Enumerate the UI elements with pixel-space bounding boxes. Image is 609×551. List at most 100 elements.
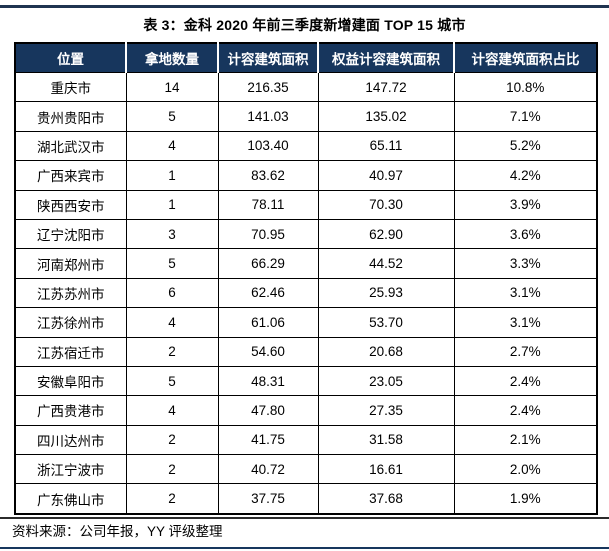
value-cell: 5.2% (453, 130, 598, 162)
value-cell: 62.46 (217, 277, 319, 309)
value-cell: 78.11 (217, 189, 319, 220)
value-cell: 3 (125, 218, 219, 250)
value-cell: 66.29 (217, 248, 319, 279)
value-cell: 3.1% (453, 277, 598, 309)
value-cell: 216.35 (217, 71, 319, 103)
value-cell: 70.30 (317, 189, 455, 220)
column-header-location: 位置 (15, 43, 126, 73)
table-row: 贵州贵阳市 5 141.03 135.02 7.1% (14, 101, 598, 132)
value-cell: 2.4% (453, 365, 598, 397)
value-cell: 65.11 (317, 130, 455, 162)
table-row: 广东佛山市 2 37.75 37.68 1.9% (14, 483, 598, 515)
value-cell: 2.7% (453, 336, 598, 367)
value-cell: 16.61 (317, 454, 455, 485)
table-row: 江苏苏州市 6 62.46 25.93 3.1% (14, 277, 598, 309)
value-cell: 41.75 (217, 424, 319, 456)
value-cell: 2 (125, 454, 219, 485)
table-row: 湖北武汉市 4 103.40 65.11 5.2% (14, 130, 598, 162)
value-cell: 3.9% (453, 189, 598, 220)
value-cell: 103.40 (217, 130, 319, 162)
table-row: 江苏宿迁市 2 54.60 20.68 2.7% (14, 336, 598, 367)
column-header-gfa-share: 计容建筑面积占比 (453, 43, 597, 73)
city-cell: 辽宁沈阳市 (14, 218, 127, 250)
column-header-equity-gfa: 权益计容建筑面积 (317, 43, 454, 73)
table-row: 安徽阜阳市 5 48.31 23.05 2.4% (14, 365, 598, 397)
city-cell: 陕西西安市 (14, 189, 127, 220)
value-cell: 5 (125, 365, 219, 397)
table-row: 辽宁沈阳市 3 70.95 62.90 3.6% (14, 218, 598, 250)
value-cell: 44.52 (317, 248, 455, 279)
city-cell: 四川达州市 (14, 424, 127, 456)
value-cell: 2 (125, 483, 219, 515)
city-cell: 安徽阜阳市 (14, 365, 127, 397)
column-header-gfa: 计容建筑面积 (217, 43, 318, 73)
city-cell: 广西贵港市 (14, 395, 127, 426)
value-cell: 2 (125, 336, 219, 367)
value-cell: 1.9% (453, 483, 598, 515)
city-cell: 河南郑州市 (14, 248, 127, 279)
value-cell: 37.75 (217, 483, 319, 515)
value-cell: 4 (125, 395, 219, 426)
value-cell: 4 (125, 130, 219, 162)
value-cell: 54.60 (217, 336, 319, 367)
value-cell: 23.05 (317, 365, 455, 397)
table-row: 浙江宁波市 2 40.72 16.61 2.0% (14, 454, 598, 485)
value-cell: 1 (125, 160, 219, 191)
value-cell: 70.95 (217, 218, 319, 250)
value-cell: 62.90 (317, 218, 455, 250)
table-row: 广西来宾市 1 83.62 40.97 4.2% (14, 160, 598, 191)
table-row: 河南郑州市 5 66.29 44.52 3.3% (14, 248, 598, 279)
table-row: 四川达州市 2 41.75 31.58 2.1% (14, 424, 598, 456)
value-cell: 3.6% (453, 218, 598, 250)
value-cell: 135.02 (317, 101, 455, 132)
city-cell: 湖北武汉市 (14, 130, 127, 162)
value-cell: 141.03 (217, 101, 319, 132)
value-cell: 2.4% (453, 395, 598, 426)
value-cell: 40.72 (217, 454, 319, 485)
value-cell: 2.1% (453, 424, 598, 456)
table-row: 江苏徐州市 4 61.06 53.70 3.1% (14, 307, 598, 338)
value-cell: 48.31 (217, 365, 319, 397)
value-cell: 2 (125, 424, 219, 456)
value-cell: 1 (125, 189, 219, 220)
value-cell: 147.72 (317, 71, 455, 103)
value-cell: 83.62 (217, 160, 319, 191)
header-row: 位置 拿地数量 计容建筑面积 权益计容建筑面积 计容建筑面积占比 (15, 43, 597, 73)
value-cell: 2.0% (453, 454, 598, 485)
city-cell: 贵州贵阳市 (14, 101, 127, 132)
value-cell: 25.93 (317, 277, 455, 309)
value-cell: 27.35 (317, 395, 455, 426)
top-rule (0, 5, 609, 8)
table-row: 重庆市 14 216.35 147.72 10.8% (14, 71, 598, 103)
city-cell: 广东佛山市 (14, 483, 127, 515)
value-cell: 3.3% (453, 248, 598, 279)
value-cell: 37.68 (317, 483, 455, 515)
value-cell: 4.2% (453, 160, 598, 191)
table-row: 广西贵港市 4 47.80 27.35 2.4% (14, 395, 598, 426)
value-cell: 7.1% (453, 101, 598, 132)
value-cell: 3.1% (453, 307, 598, 338)
city-cell: 江苏苏州市 (14, 277, 127, 309)
table-row: 陕西西安市 1 78.11 70.30 3.9% (14, 189, 598, 220)
value-cell: 6 (125, 277, 219, 309)
source-note: 资料来源：公司年报，YY 评级整理 (12, 523, 223, 539)
value-cell: 4 (125, 307, 219, 338)
city-cell: 广西来宾市 (14, 160, 127, 191)
column-header-land-count: 拿地数量 (125, 43, 218, 73)
table-title: 表 3：金科 2020 年前三季度新增建面 TOP 15 城市 (143, 17, 466, 33)
value-cell: 5 (125, 248, 219, 279)
value-cell: 61.06 (217, 307, 319, 338)
report-page: 表 3：金科 2020 年前三季度新增建面 TOP 15 城市 位置 拿地数量 计容… (0, 5, 609, 551)
city-cell: 重庆市 (14, 71, 127, 103)
value-cell: 31.58 (317, 424, 455, 456)
value-cell: 53.70 (317, 307, 455, 338)
footer-divider (0, 516, 609, 519)
value-cell: 5 (125, 101, 219, 132)
city-cell: 浙江宁波市 (14, 454, 127, 485)
value-cell: 40.97 (317, 160, 455, 191)
bottom-rule (0, 547, 609, 549)
city-cell: 江苏宿迁市 (14, 336, 127, 367)
value-cell: 47.80 (217, 395, 319, 426)
top15-cities-table: 位置 拿地数量 计容建筑面积 权益计容建筑面积 计容建筑面积占比 重庆市 14 216.35… (14, 42, 598, 515)
city-cell: 江苏徐州市 (14, 307, 127, 338)
